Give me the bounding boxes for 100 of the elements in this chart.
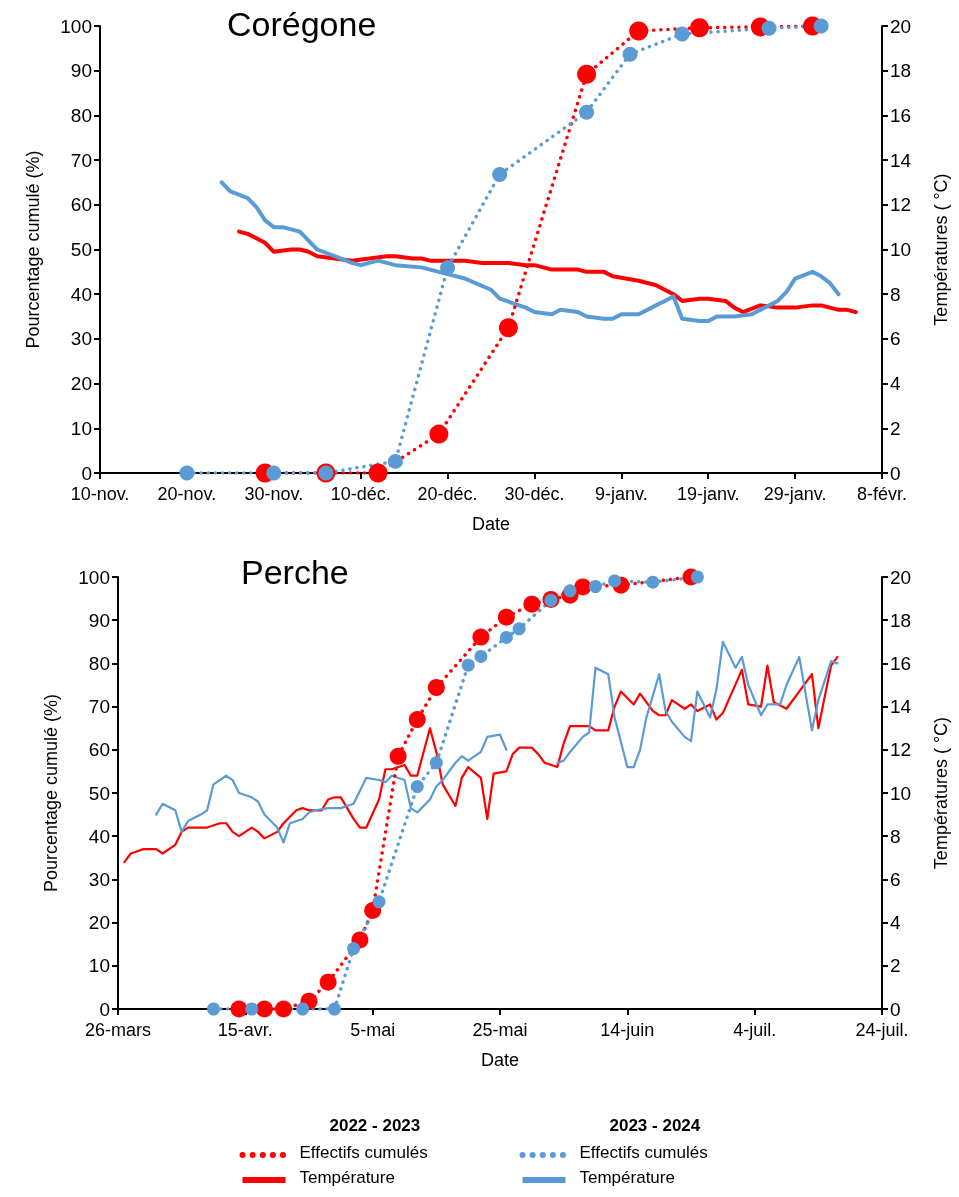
legend-label: Température	[299, 1168, 395, 1187]
point	[440, 260, 456, 276]
y2-tick-label: 6	[890, 328, 901, 350]
point	[646, 575, 660, 589]
x-tick-label: 15-avr.	[217, 1020, 273, 1040]
point	[629, 21, 649, 41]
x-tick-label: 26-mars	[84, 1020, 152, 1040]
x-tick-label: 20-nov.	[157, 484, 217, 504]
y-tick-label: 100	[60, 15, 92, 37]
point	[347, 942, 361, 956]
y2-tick-label: 12	[890, 194, 912, 216]
y-tick-label: 90	[88, 609, 110, 631]
y2-tick-label: 16	[890, 652, 912, 674]
x-tick-label: 20-déc.	[417, 484, 478, 504]
x-tick-label: 14-juin	[600, 1020, 655, 1040]
y-tick-label: 70	[70, 149, 92, 171]
y2-tick-label: 14	[890, 149, 912, 171]
point	[389, 747, 407, 765]
point	[472, 628, 490, 646]
point	[608, 574, 622, 588]
y-tick-label: 50	[88, 782, 110, 804]
y-tick-label: 0	[99, 998, 110, 1020]
x-axis-title: Date	[471, 514, 511, 534]
point	[327, 1002, 341, 1016]
y2-tick-label: 12	[890, 739, 912, 761]
y2-tick-label: 10	[890, 782, 912, 804]
y-tick-label: 0	[81, 462, 92, 484]
point	[492, 166, 508, 182]
point	[499, 630, 513, 644]
point	[429, 756, 443, 770]
y2-axis-title: Températures ( °C)	[931, 173, 951, 326]
y2-tick-label: 16	[890, 104, 912, 126]
x-tick-label: 10-nov.	[70, 484, 130, 504]
y2-tick-label: 20	[890, 15, 912, 37]
chart-title: Corégone	[227, 5, 377, 43]
point	[498, 318, 518, 338]
y2-tick-label: 14	[890, 696, 912, 718]
y2-tick-label: 4	[890, 373, 901, 395]
x-tick-label: 24-juil.	[855, 1020, 909, 1040]
y-tick-label: 10	[70, 417, 92, 439]
legend-label: Température	[579, 1168, 675, 1187]
line-series	[219, 180, 841, 324]
y-tick-label: 100	[78, 566, 110, 588]
text: 2022 - 2023	[329, 1116, 421, 1135]
x-tick-label: 29-janv.	[763, 484, 827, 504]
y2-tick-label: 6	[890, 868, 901, 890]
x-tick-label: 30-nov.	[244, 484, 304, 504]
x-tick-label: 4-juil.	[733, 1020, 777, 1040]
y2-tick-label: 0	[890, 462, 901, 484]
legend-label: Effectifs cumulés	[579, 1143, 708, 1162]
point	[319, 973, 337, 991]
y-tick-label: 20	[70, 373, 92, 395]
point	[497, 608, 515, 626]
x-tick-label: 19-janv.	[676, 484, 740, 504]
point	[474, 649, 488, 663]
point	[577, 64, 597, 84]
point	[690, 18, 710, 38]
point	[429, 424, 449, 444]
point	[408, 711, 426, 729]
y-tick-label: 90	[70, 60, 92, 82]
point	[461, 658, 475, 672]
y-tick-label: 80	[70, 104, 92, 126]
y-tick-label: 60	[70, 194, 92, 216]
point	[622, 46, 638, 62]
x-tick-label: 5-mai	[350, 1020, 396, 1040]
y-tick-label: 60	[88, 739, 110, 761]
y2-tick-label: 10	[890, 239, 912, 260]
point	[427, 679, 445, 697]
point	[579, 104, 595, 120]
y2-axis-title: Températures ( °C)	[931, 716, 951, 870]
point	[589, 580, 602, 593]
point	[574, 578, 592, 596]
point	[296, 1002, 310, 1016]
y2-tick-label: 4	[890, 912, 901, 934]
y-axis-title: Pourcentage cumulé (%)	[41, 693, 61, 893]
y-tick-label: 40	[88, 825, 110, 847]
x-axis-title: Date	[480, 1050, 520, 1070]
y-tick-label: 70	[88, 696, 110, 718]
point	[690, 570, 704, 584]
y2-tick-label: 2	[890, 417, 901, 439]
x-tick-label: 30-déc.	[504, 484, 565, 504]
point	[372, 895, 386, 909]
x-tick-label: 8-févr.	[856, 484, 908, 504]
point	[813, 18, 829, 34]
y2-tick-label: 20	[890, 566, 912, 588]
point	[266, 465, 282, 481]
point	[230, 1000, 248, 1018]
point	[674, 26, 690, 42]
point	[368, 463, 388, 483]
legend-label: Effectifs cumulés	[299, 1143, 428, 1162]
y-axis-title: Pourcentage cumulé (%)	[23, 150, 43, 349]
text: 2023 - 2024	[609, 1116, 701, 1135]
x-tick-label: 25-mai	[472, 1020, 528, 1040]
point	[245, 1002, 259, 1016]
y-tick-label: 10	[88, 955, 110, 977]
y-tick-label: 40	[70, 283, 92, 305]
point	[179, 465, 195, 481]
y2-tick-label: 18	[890, 60, 912, 82]
y-tick-label: 50	[70, 239, 92, 260]
y-tick-label: 30	[88, 868, 110, 890]
